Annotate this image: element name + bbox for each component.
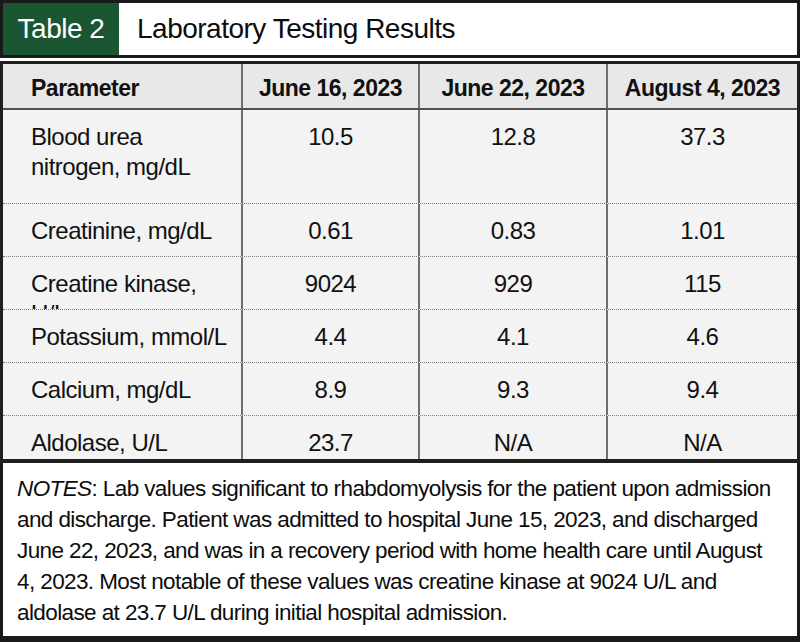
value-cell: 9.4	[606, 363, 797, 415]
table-number-badge: Table 2	[3, 3, 119, 55]
value-cell: 4.6	[606, 310, 797, 362]
lab-results-table: Parameter June 16, 2023 June 22, 2023 Au…	[0, 61, 800, 463]
value-cell: 9024	[241, 257, 418, 309]
table-title: Laboratory Testing Results	[119, 3, 797, 55]
column-header-june16: June 16, 2023	[241, 64, 418, 108]
parameter-label: Calcium, mg/dL	[3, 363, 241, 415]
value-cell: 10.5	[241, 110, 418, 203]
value-cell: 37.3	[606, 110, 797, 203]
value-cell: 4.4	[241, 310, 418, 362]
value-cell: 23.7	[241, 416, 418, 459]
value-cell: 9.3	[418, 363, 606, 415]
value-cell: 929	[418, 257, 606, 309]
table-row-blood-urea-nitrogen: Blood urea nitrogen, mg/dL 10.5 12.8 37.…	[3, 110, 797, 203]
parameter-label: Aldolase, U/L	[3, 416, 241, 459]
parameter-label: Creatine kinase, U/L	[3, 257, 241, 309]
notes-box: NOTES: Lab values significant to rhabdom…	[0, 463, 800, 642]
parameter-label: Potassium, mmol/L	[3, 310, 241, 362]
notes-text: : Lab values significant to rhabdomyolys…	[17, 476, 771, 625]
value-cell: 8.9	[241, 363, 418, 415]
value-cell: N/A	[606, 416, 797, 459]
value-cell: 1.01	[606, 204, 797, 256]
value-cell: 12.8	[418, 110, 606, 203]
parameter-label: Creatinine, mg/dL	[3, 204, 241, 256]
table-header-row: Parameter June 16, 2023 June 22, 2023 Au…	[3, 64, 797, 110]
table-row-calcium: Calcium, mg/dL 8.9 9.3 9.4	[3, 362, 797, 415]
table-row-creatine-kinase: Creatine kinase, U/L 9024 929 115	[3, 256, 797, 309]
column-header-august4: August 4, 2023	[606, 64, 797, 108]
value-cell: 0.61	[241, 204, 418, 256]
table-row-potassium: Potassium, mmol/L 4.4 4.1 4.6	[3, 309, 797, 362]
title-bar: Table 2 Laboratory Testing Results	[0, 0, 800, 58]
column-header-june22: June 22, 2023	[418, 64, 606, 108]
notes-label: NOTES	[17, 476, 92, 501]
column-header-parameter: Parameter	[3, 64, 241, 108]
parameter-label: Blood urea nitrogen, mg/dL	[3, 110, 241, 203]
table-row-aldolase: Aldolase, U/L 23.7 N/A N/A	[3, 415, 797, 459]
table-row-creatinine: Creatinine, mg/dL 0.61 0.83 1.01	[3, 203, 797, 256]
value-cell: 4.1	[418, 310, 606, 362]
value-cell: 0.83	[418, 204, 606, 256]
value-cell: 115	[606, 257, 797, 309]
notes-paragraph: NOTES: Lab values significant to rhabdom…	[17, 473, 783, 628]
value-cell: N/A	[418, 416, 606, 459]
